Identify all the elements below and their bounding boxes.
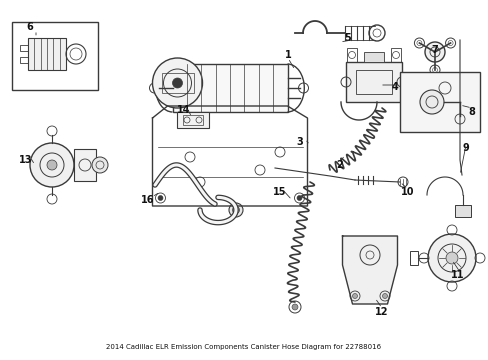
Circle shape (92, 157, 108, 173)
Text: 15: 15 (273, 187, 286, 197)
Text: 10: 10 (401, 187, 414, 197)
Text: 9: 9 (462, 143, 468, 153)
Circle shape (296, 195, 302, 201)
Circle shape (30, 143, 74, 187)
Circle shape (445, 252, 457, 264)
Text: 11: 11 (450, 270, 464, 280)
Bar (409, 251, 417, 265)
Text: 2: 2 (336, 160, 343, 170)
Text: 3: 3 (296, 137, 303, 147)
Polygon shape (342, 236, 397, 304)
Text: 1: 1 (284, 50, 291, 60)
Bar (183, 115, 203, 125)
Circle shape (424, 42, 444, 62)
Circle shape (382, 293, 386, 298)
Text: 14: 14 (177, 105, 190, 115)
Circle shape (419, 90, 443, 114)
Circle shape (47, 160, 57, 170)
Bar (28, 38, 66, 70)
Circle shape (152, 58, 202, 108)
Bar (346, 48, 356, 62)
Text: 4: 4 (391, 82, 398, 92)
Bar (363, 52, 383, 62)
Circle shape (352, 293, 357, 298)
Bar (20, 57, 28, 63)
Text: 7: 7 (431, 45, 437, 55)
Bar (12, 22, 98, 90)
Bar (177, 112, 208, 128)
Circle shape (427, 234, 475, 282)
Bar (454, 205, 470, 217)
Text: 16: 16 (141, 195, 154, 205)
Circle shape (291, 304, 297, 310)
Text: 13: 13 (19, 155, 33, 165)
Bar (399, 72, 479, 132)
Bar (172, 64, 287, 112)
Bar (346, 62, 401, 102)
Circle shape (158, 195, 163, 201)
Bar (390, 48, 400, 62)
Bar (161, 73, 193, 93)
Text: 5: 5 (344, 33, 351, 43)
Bar (355, 70, 391, 94)
Bar (20, 45, 28, 51)
Circle shape (172, 78, 182, 88)
Text: 2014 Cadillac ELR Emission Components Canister Hose Diagram for 22788016: 2014 Cadillac ELR Emission Components Ca… (106, 344, 381, 350)
Text: 8: 8 (468, 107, 474, 117)
Circle shape (228, 203, 243, 217)
Circle shape (232, 207, 239, 213)
Text: 12: 12 (374, 307, 388, 317)
Text: 6: 6 (26, 22, 33, 32)
Bar (74, 149, 96, 181)
